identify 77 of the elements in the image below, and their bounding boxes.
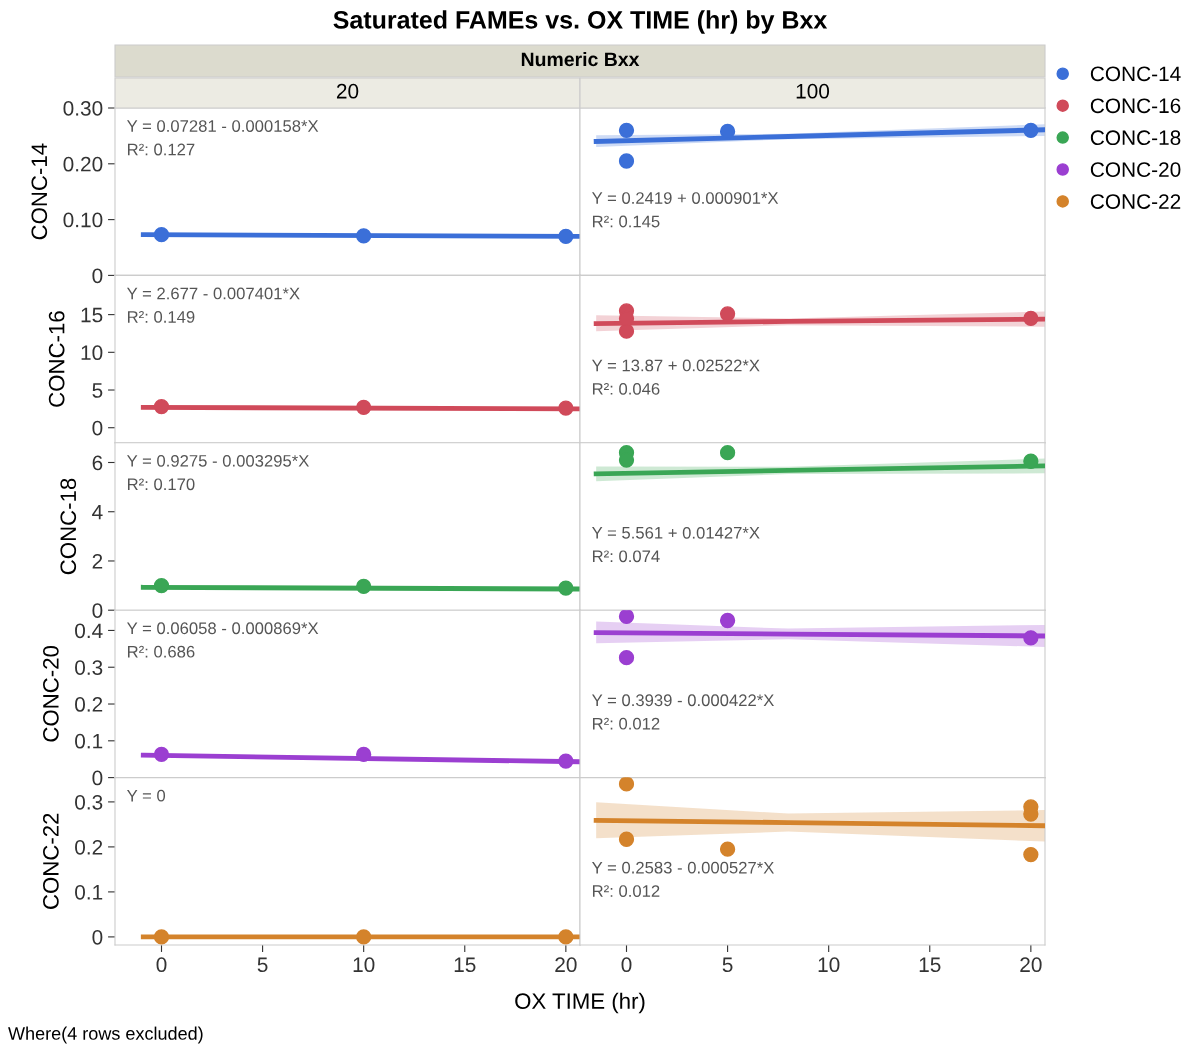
annotation: Y = 0 — [126, 789, 166, 802]
x-tick-label: 0 — [621, 957, 632, 973]
point — [1023, 846, 1039, 863]
y-tick-label: 0.30 — [63, 101, 103, 116]
annotation: R²: 0.074 — [592, 550, 660, 563]
y-tick-label: 4 — [92, 504, 103, 520]
y-tick-label: 0.3 — [75, 794, 103, 810]
annotation: Y = 0.06058 - 0.000869*X — [126, 622, 319, 635]
y-tick-label: 0 — [92, 603, 103, 618]
annotation: Y = 0.07281 - 0.000158*X — [126, 120, 319, 132]
y-tick-label: 0 — [92, 929, 103, 945]
y-tick-label: 5 — [92, 383, 103, 398]
y-axis-title: CONC-18 — [60, 478, 77, 575]
x-tick-label: 10 — [818, 957, 840, 973]
point — [719, 612, 736, 629]
y-tick-label: 0.20 — [63, 156, 103, 172]
annotation: R²: 0.145 — [592, 215, 660, 228]
annotation: Y = 13.87 + 0.02522*X — [591, 359, 760, 372]
text: OX TIME (hr) — [515, 992, 645, 1014]
y-axis-title: CONC-16 — [48, 311, 65, 407]
point — [618, 650, 635, 666]
point — [618, 323, 635, 339]
y-axis-title: CONC-20 — [43, 645, 59, 742]
y-tick-label: 0.1 — [75, 733, 103, 749]
annotation: R²: 0.686 — [127, 645, 195, 658]
y-tick-label: 0 — [92, 268, 103, 284]
y-tick-label: 0.2 — [75, 697, 103, 712]
y-tick-label: 0.4 — [75, 623, 103, 639]
x-tick-label: 0 — [156, 957, 167, 973]
x-tick-label: 20 — [1020, 957, 1042, 973]
x-tick-label: 15 — [454, 957, 476, 973]
chart-subtitle: 100 — [796, 83, 830, 99]
y-tick-label: 0.2 — [75, 839, 103, 855]
text: Numeric Bxx — [521, 51, 640, 67]
annotation: Y = 0.2583 - 0.000527*X — [591, 861, 774, 874]
legend-label: CONC-22 — [1090, 194, 1181, 209]
y-tick-label: 0 — [92, 420, 103, 436]
legend-label: CONC-20 — [1090, 162, 1181, 177]
x-tick-label: 5 — [722, 957, 733, 973]
y-tick-label: 0 — [92, 770, 103, 786]
annotation: R²: 0.127 — [127, 143, 195, 156]
y-tick-label: 2 — [92, 553, 103, 569]
y-tick-label: 10 — [81, 345, 103, 361]
annotation: R²: 0.170 — [127, 478, 195, 491]
y-tick-label: 0.3 — [75, 660, 103, 675]
annotation: Y = 0.3939 - 0.000422*X — [591, 694, 774, 707]
legend-label: CONC-16 — [1090, 98, 1181, 114]
x-tick-label: 15 — [919, 957, 941, 973]
point — [1023, 630, 1039, 646]
annotation: Y = 0.2419 + 0.000901*X — [591, 192, 779, 204]
y-tick-label: 6 — [92, 455, 103, 471]
y-tick-label: 0.10 — [63, 212, 103, 228]
annotation: Y = 2.677 - 0.007401*X — [126, 287, 300, 300]
y-axis-title: CONC-22 — [43, 813, 59, 909]
y-axis-title: CONC-14 — [31, 143, 48, 240]
x-tick-label: 10 — [353, 957, 375, 973]
annotation: R²: 0.012 — [592, 717, 660, 730]
annotation: R²: 0.149 — [127, 310, 195, 323]
point — [1023, 310, 1039, 327]
point — [618, 610, 635, 625]
y-tick-label: 15 — [81, 307, 103, 323]
point — [618, 831, 635, 847]
point — [719, 306, 736, 322]
annotation: R²: 0.012 — [592, 885, 660, 897]
annotation: Y = 5.561 + 0.01427*X — [591, 526, 760, 539]
legend-label: CONC-18 — [1090, 130, 1181, 146]
legend-label: CONC-14 — [1090, 66, 1181, 82]
point — [719, 841, 736, 857]
x-tick-label: 5 — [257, 957, 268, 973]
point — [618, 777, 635, 792]
annotation: R²: 0.046 — [592, 382, 660, 395]
chart-subtitle: 20 — [336, 83, 359, 99]
x-tick-label: 20 — [555, 957, 577, 973]
text: Where(4 rows excluded) — [8, 1026, 203, 1044]
annotation: Y = 0.9275 - 0.003295*X — [126, 454, 309, 467]
text: Saturated FAMEs vs. OX TIME (hr) by Bxx — [333, 10, 828, 34]
y-tick-label: 0.1 — [75, 884, 103, 900]
